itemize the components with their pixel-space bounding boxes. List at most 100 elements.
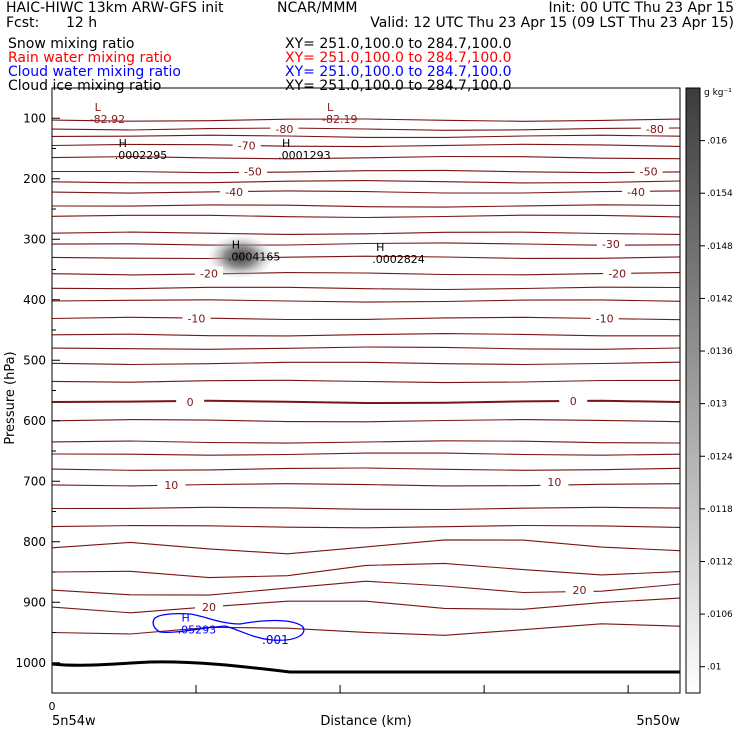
temperature-label-bg [634,164,663,178]
x-tick-label: 0 [49,700,56,713]
extremum-symbol: H [282,137,290,150]
y-tick-label: 400 [23,293,46,307]
y-tick-label: 700 [23,474,46,488]
isotherm-line [51,180,681,184]
y-tick-label: 500 [23,353,46,367]
colorbar-ramp [685,87,701,694]
snow-maximum-blob [206,234,275,279]
isotherm-line [51,506,681,511]
temperature-label: -10 [596,313,614,326]
temperature-label-bg [232,138,261,152]
colorbar-tick-label: .0124 [707,452,733,462]
y-tick-label: 900 [23,595,46,609]
x-axis: 0 [49,685,629,713]
isotherm-line [51,316,681,321]
temperature-labels: -80 -80-70-50 -50-40 -40-30-20 -20-10 -100 010… [157,122,669,614]
isotherm-line [51,483,681,487]
field-label-rain: Rain water mixing ratio [8,50,172,66]
extremum-symbol: H [119,137,127,150]
temperature-label-bg [640,122,669,136]
temperature-label: 10 [547,476,561,489]
isotherm-line [51,204,681,208]
isotherm-line [51,242,681,246]
isotherm-line [51,299,681,303]
isotherm-line [51,597,681,614]
isotherm-line [51,333,680,337]
field-xy-cloud-ice: XY= 251.0,100.0 to 284.7,100.0 [285,78,512,94]
temperature-label: -40 [627,186,645,199]
temperature-label: -80 [646,123,664,136]
field-xy-rain: XY= 251.0,100.0 to 284.7,100.0 [285,50,512,66]
temperature-label: -50 [640,165,658,178]
extremum-value: .0002295 [115,149,168,162]
colorbar-tick-label: .0112 [707,557,733,567]
extremum-value: .0001293 [278,149,331,162]
field-xy-snow: XY= 251.0,100.0 to 284.7,100.0 [285,36,512,52]
cloud-water-contour-label: .001 [262,633,289,647]
terrain-line [51,660,680,674]
temperature-label-bg [565,583,594,597]
colorbar-tick-label: .01 [707,663,721,673]
colorbar-unit: g kg⁻¹ [704,88,732,98]
y-tick-label: 800 [23,535,46,549]
isotherm-line [51,539,681,555]
colorbar-tick-label: .0106 [707,610,733,620]
isotherm-line [51,379,681,384]
y-tick-label: 1000 [15,656,46,670]
extremum-value: .05293 [178,623,217,636]
isotherm-line [51,562,681,579]
isotherm-line [51,231,681,235]
fcst-value: 12 h [66,15,98,31]
x-end-label-right: 5n50w [636,714,680,729]
field-label-cloud-water: Cloud water mixing ratio [8,64,181,80]
temperature-label: 20 [202,601,216,614]
field-xy-cloud-water: XY= 251.0,100.0 to 284.7,100.0 [285,64,512,80]
temperature-label-bg [603,266,632,280]
temperature-label: -10 [187,313,205,326]
colorbar-tick-label: .013 [707,400,727,410]
temperature-label: -40 [225,186,243,199]
y-tick-label: 200 [23,172,46,186]
isotherm-line [51,346,681,350]
temperature-label: -20 [200,268,218,281]
isotherm-line [51,467,681,471]
temperature-label: -20 [608,268,626,281]
field-label-cloud-ice: Cloud ice mixing ratio [8,78,162,94]
extrema-markers: L-82.92L-82.19H.0002295H.0001293H.000416… [90,101,425,637]
isotherm-line [51,440,681,444]
temperature-label-bg [157,477,186,491]
temperature-label: -50 [244,165,262,178]
extremum-symbol: L [95,101,102,114]
extremum-symbol: H [181,611,189,624]
isotherm-line [51,623,681,636]
temperature-label-bg [622,185,651,199]
temperature-label: 20 [573,584,587,597]
isotherm-line [52,169,681,174]
colorbar-tick-label: .016 [707,137,727,147]
org-text: NCAR/MMM [277,0,358,16]
isotherm-line [51,452,681,456]
colorbar-tick-label: .0154 [707,189,733,199]
isotherm-line [51,272,681,276]
isotherm-line [51,286,681,291]
isotherm-line [51,118,681,122]
temperature-label-bg [559,393,588,407]
snow-shading [206,234,275,279]
x-axis-label: Distance (km) [320,714,411,729]
temperature-label-bg [596,237,625,251]
colorbar-tick-label: .0136 [707,347,733,357]
isotherm-lines [51,118,681,636]
temperature-label-bg [540,474,569,488]
extremum-symbol: H [232,239,240,252]
temperature-label: 10 [164,479,178,492]
title-text: HAIC-HIWC 13km ARW-GFS init [6,0,224,16]
extremum-symbol: H [376,241,384,254]
temperature-label-bg [182,311,211,325]
temperature-label: 0 [570,395,577,408]
x-end-label-left: 5n54w [52,714,96,729]
colorbar-tick-label: .0148 [707,242,733,252]
isotherm-line [51,155,681,160]
fcst-label: Fcst: [6,15,40,31]
plot-frame [51,87,681,694]
isotherm-line [51,361,681,366]
